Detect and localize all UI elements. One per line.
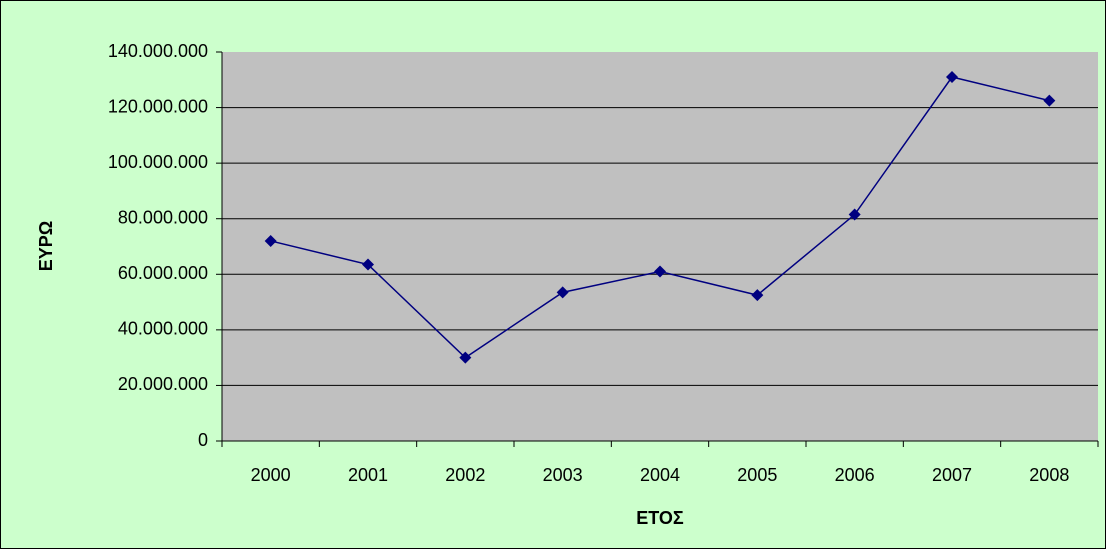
plot-area — [222, 52, 1098, 441]
x-tick-label: 2003 — [543, 465, 583, 485]
x-tick-label: 2004 — [640, 465, 680, 485]
x-tick-label: 2006 — [835, 465, 875, 485]
data-point — [264, 234, 277, 247]
data-point — [362, 258, 374, 271]
data-point — [946, 71, 958, 84]
data-point — [751, 289, 764, 302]
x-tick-label: 2008 — [1029, 465, 1069, 485]
x-tick-label: 2001 — [348, 465, 388, 485]
data-point — [459, 351, 472, 364]
y-tick-label: 60.000.000 — [118, 263, 208, 283]
data-point — [654, 265, 666, 278]
x-tick-label: 2000 — [251, 465, 291, 485]
y-tick-label: 40.000.000 — [118, 319, 208, 339]
x-tick-label: 2005 — [737, 465, 777, 485]
y-tick-label: 120.000.000 — [108, 96, 208, 116]
data-point — [556, 286, 569, 299]
y-axis-label: ΕΥΡΩ — [36, 221, 56, 271]
x-tick-label: 2002 — [445, 465, 485, 485]
y-tick-label: 100.000.000 — [108, 152, 208, 172]
x-tick-label: 2007 — [932, 465, 972, 485]
data-point — [1043, 94, 1056, 107]
x-axis-label: ΕΤΟΣ — [636, 508, 684, 528]
y-tick-label: 20.000.000 — [118, 374, 208, 394]
y-tick-label: 140.000.000 — [108, 41, 208, 61]
data-point — [848, 208, 861, 221]
y-tick-label: 80.000.000 — [118, 207, 208, 227]
y-tick-label: 0 — [198, 430, 208, 450]
